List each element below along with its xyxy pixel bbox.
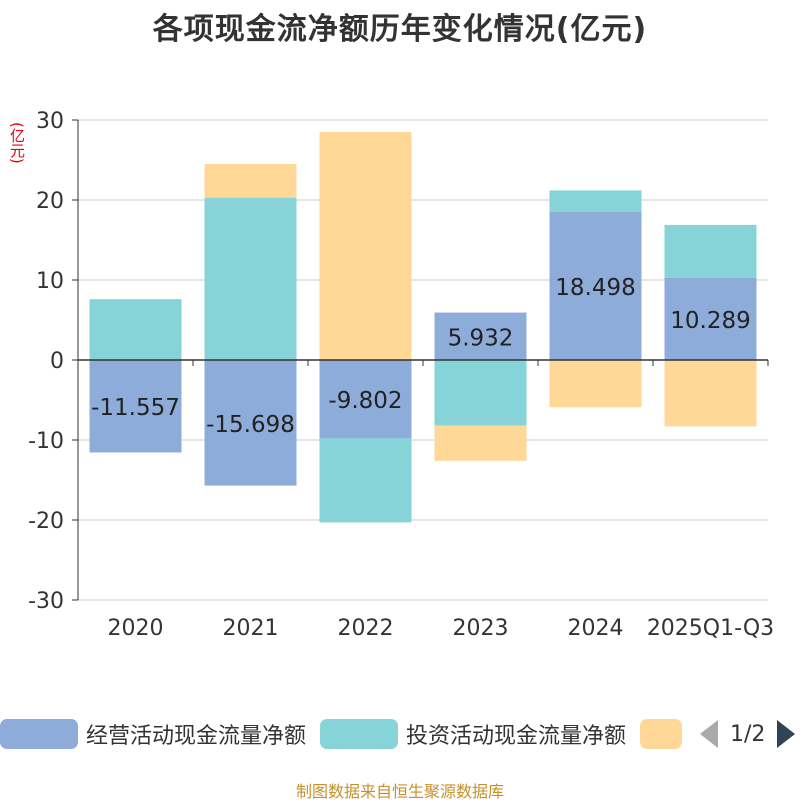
- bar-s2-c2: [319, 132, 412, 360]
- bar-s1-c3: [434, 360, 527, 426]
- legend-swatch-investing: [320, 719, 398, 749]
- legend-item-investing[interactable]: 投资活动现金流量净额: [320, 714, 626, 754]
- y-axis-unit-label: (亿元): [8, 122, 26, 164]
- y-tick-label-0: 30: [36, 109, 64, 134]
- bar-s2-c5: [664, 360, 757, 427]
- bar-s0-c2: [319, 360, 412, 439]
- legend-pager: 1/2: [700, 714, 796, 754]
- legend-swatch-financing: [640, 719, 682, 749]
- x-category-label-4: 2024: [568, 616, 624, 641]
- y-tick-label-3: 0: [50, 349, 64, 374]
- bar-s1-c5: [664, 224, 757, 278]
- legend-item-operating[interactable]: 经营活动现金流量净额: [0, 714, 306, 754]
- data-label-c0: -11.557: [91, 395, 180, 421]
- bar-s0-c4: [549, 212, 642, 360]
- x-category-label-2: 2022: [338, 616, 394, 641]
- y-tick-label-6: -30: [28, 589, 64, 614]
- y-tick-label-1: 20: [36, 189, 64, 214]
- x-category-label-0: 2020: [108, 616, 164, 641]
- legend-page-indicator: 1/2: [730, 721, 766, 747]
- x-category-label-1: 2021: [223, 616, 279, 641]
- data-label-c3: 5.932: [448, 325, 514, 351]
- data-label-c4: 18.498: [555, 275, 635, 301]
- legend-prev-icon[interactable]: [700, 720, 718, 748]
- x-category-label-3: 2023: [453, 616, 509, 641]
- bar-s1-c4: [549, 190, 642, 213]
- bar-s2-c3: [434, 425, 527, 461]
- bar-s0-c3: [434, 312, 527, 360]
- y-tick-label-5: -20: [28, 509, 64, 534]
- chart-canvas: 30 20 10 0 -10 -20 -30 -11.557 -15.698 -9.802 5.93…: [28, 109, 774, 641]
- legend-label-operating: 经营活动现金流量净额: [86, 724, 307, 749]
- data-label-c5: 10.289: [670, 308, 750, 334]
- bar-s2-c4: [549, 360, 642, 408]
- bar-s1-c1: [204, 197, 297, 360]
- x-category-label-5: 2025Q1-Q3: [647, 616, 774, 641]
- bar-s0-c1: [204, 360, 297, 486]
- bar-s2-c1: [204, 164, 297, 198]
- bar-s0-c0: [89, 360, 182, 453]
- bar-s0-c5: [664, 277, 757, 360]
- bar-s1-c0: [89, 299, 182, 360]
- y-tick-label-4: -10: [28, 429, 64, 454]
- bar-s1-c2: [319, 438, 412, 523]
- legend: 经营活动现金流量净额 投资活动现金流量净额 1/2: [0, 714, 800, 754]
- chart-title: 各项现金流净额历年变化情况(亿元): [152, 12, 648, 47]
- legend-next-icon[interactable]: [777, 720, 796, 748]
- y-tick-label-2: 10: [36, 269, 64, 294]
- legend-item-financing[interactable]: [640, 714, 682, 754]
- data-source-note: 制图数据来自恒生聚源数据库: [295, 782, 504, 801]
- legend-swatch-operating: [0, 719, 78, 749]
- data-label-c1: -15.698: [206, 412, 295, 438]
- legend-label-investing: 投资活动现金流量净额: [406, 724, 627, 749]
- data-label-c2: -9.802: [328, 388, 402, 414]
